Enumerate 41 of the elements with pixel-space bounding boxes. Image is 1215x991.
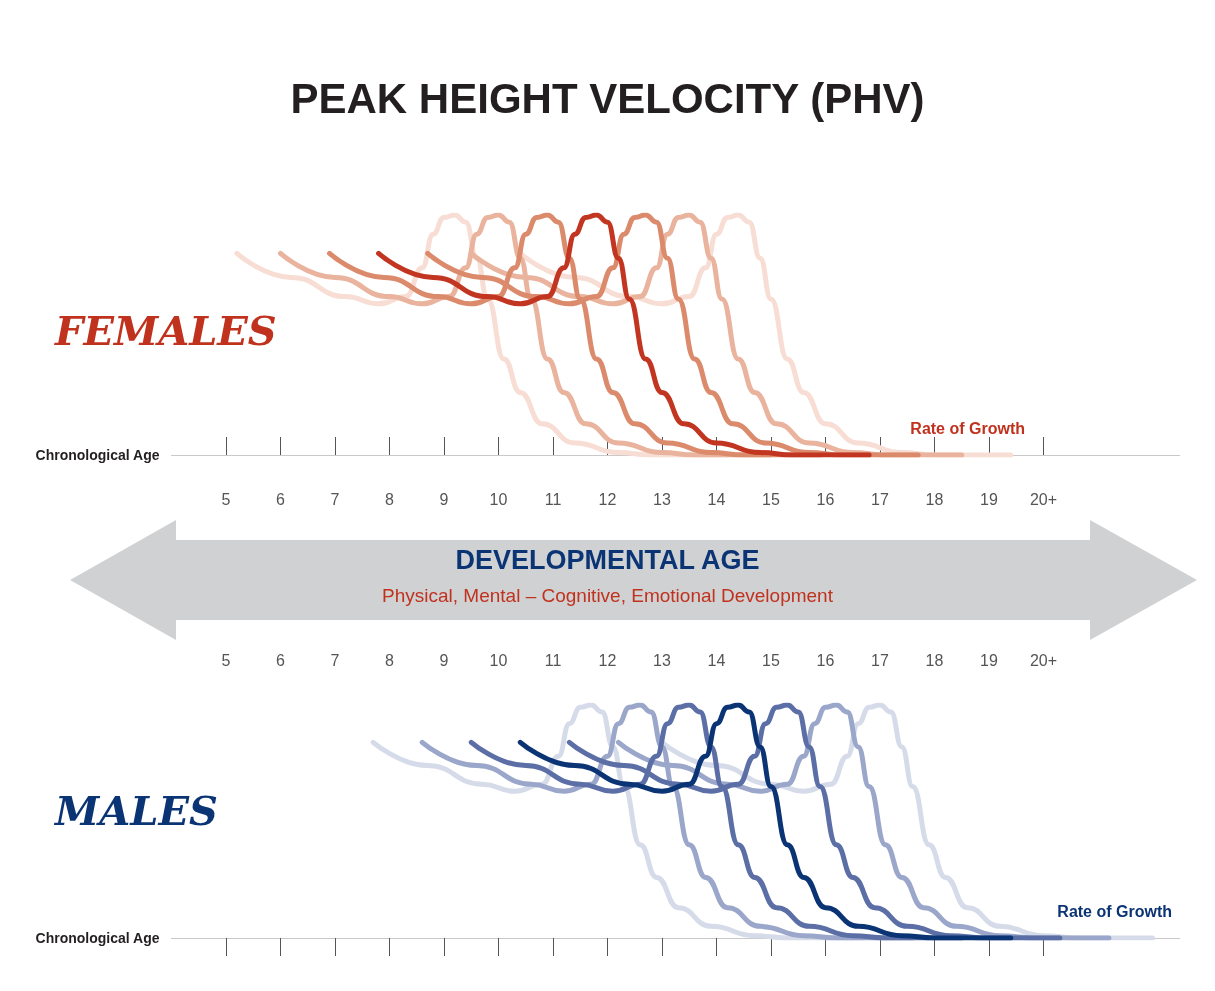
x-tick-label: 14 [707, 490, 726, 508]
x-axis-title: Chronological Age [35, 930, 160, 946]
x-tick-label: 6 [276, 490, 286, 508]
x-axis-title: Chronological Age [35, 447, 160, 463]
x-tick-label: 13 [653, 490, 671, 508]
x-tick-label: 9 [439, 651, 449, 669]
x-tick-label: 14 [707, 651, 726, 669]
y-axis-title: MALES [53, 786, 218, 834]
annotation: Rate of Growth [910, 419, 1026, 437]
x-tick-label: 17 [871, 490, 889, 508]
x-tick-label: 18 [925, 490, 944, 508]
x-tick-label: 17 [871, 651, 889, 669]
annotation: Rate of Growth [1057, 902, 1173, 920]
text: Physical, Mental – Cognitive, Emotional Development [381, 585, 834, 607]
x-tick-label: 16 [816, 651, 835, 669]
x-tick-label: 19 [980, 651, 998, 669]
x-tick-label: 9 [439, 490, 449, 508]
x-tick-label: 15 [762, 651, 780, 669]
chart-title: PEAK HEIGHT VELOCITY (PHV) [290, 74, 925, 122]
x-tick-label: 19 [980, 490, 998, 508]
x-tick-label: 12 [598, 651, 617, 669]
x-tick-label: 7 [330, 651, 340, 669]
x-tick-label: 11 [544, 490, 562, 508]
text: DEVELOPMENTAL AGE [454, 545, 761, 576]
x-tick-label: 5 [221, 490, 231, 508]
x-tick-label: 8 [385, 490, 395, 508]
y-axis-title: FEMALES [54, 306, 277, 354]
x-tick-label: 20+ [1029, 490, 1058, 508]
x-tick-label: 13 [653, 651, 671, 669]
x-tick-label: 8 [385, 651, 395, 669]
x-tick-label: 10 [489, 651, 508, 669]
x-tick-label: 5 [221, 651, 231, 669]
x-tick-label: 11 [544, 651, 562, 669]
x-tick-label: 20+ [1029, 651, 1058, 669]
x-tick-label: 12 [598, 490, 617, 508]
x-tick-label: 10 [489, 490, 508, 508]
x-tick-label: 16 [816, 490, 835, 508]
x-tick-label: 6 [276, 651, 286, 669]
x-tick-label: 15 [762, 490, 780, 508]
x-tick-label: 7 [330, 490, 340, 508]
x-tick-label: 18 [925, 651, 944, 669]
